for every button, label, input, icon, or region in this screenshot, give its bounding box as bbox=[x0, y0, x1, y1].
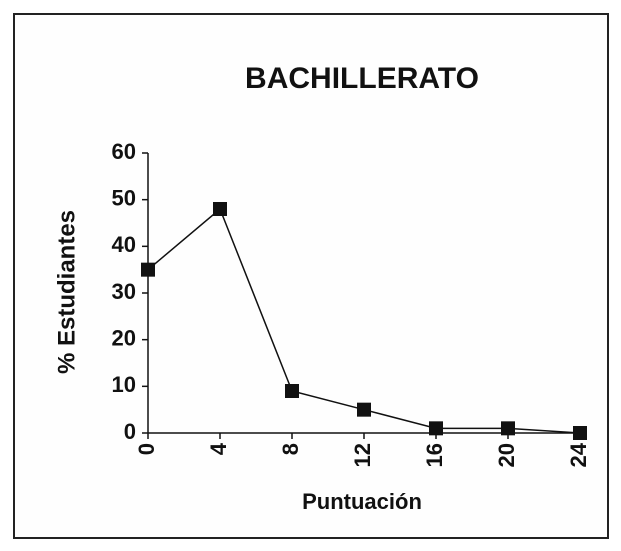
y-axis-label: % Estudiantes bbox=[53, 210, 80, 374]
marker bbox=[357, 402, 371, 417]
x-tick-label: 12 bbox=[350, 443, 375, 467]
frame bbox=[13, 13, 609, 539]
y-tick-label: 0 bbox=[124, 419, 136, 444]
y-tick-label: 30 bbox=[112, 279, 136, 304]
marker bbox=[141, 262, 155, 277]
x-tick-label: 4 bbox=[206, 442, 231, 455]
y-tick-label: 40 bbox=[112, 232, 136, 257]
x-tick-label: 24 bbox=[566, 442, 591, 467]
marker bbox=[429, 421, 443, 436]
y-tick-label: 60 bbox=[112, 139, 136, 164]
marker bbox=[501, 421, 515, 436]
x-tick-label: 0 bbox=[134, 443, 159, 455]
x-tick-label: 16 bbox=[422, 443, 447, 467]
marker bbox=[573, 426, 587, 440]
marker bbox=[213, 202, 227, 216]
y-tick-label: 20 bbox=[112, 325, 136, 350]
x-axis-label: Puntuación bbox=[302, 489, 422, 514]
y-tick-label: 50 bbox=[112, 185, 136, 210]
chart-title: BACHILLERATO bbox=[245, 62, 479, 95]
x-tick-label: 20 bbox=[494, 443, 519, 467]
x-tick-label: 8 bbox=[278, 443, 303, 455]
y-tick-label: 10 bbox=[112, 372, 136, 397]
marker bbox=[285, 384, 299, 398]
